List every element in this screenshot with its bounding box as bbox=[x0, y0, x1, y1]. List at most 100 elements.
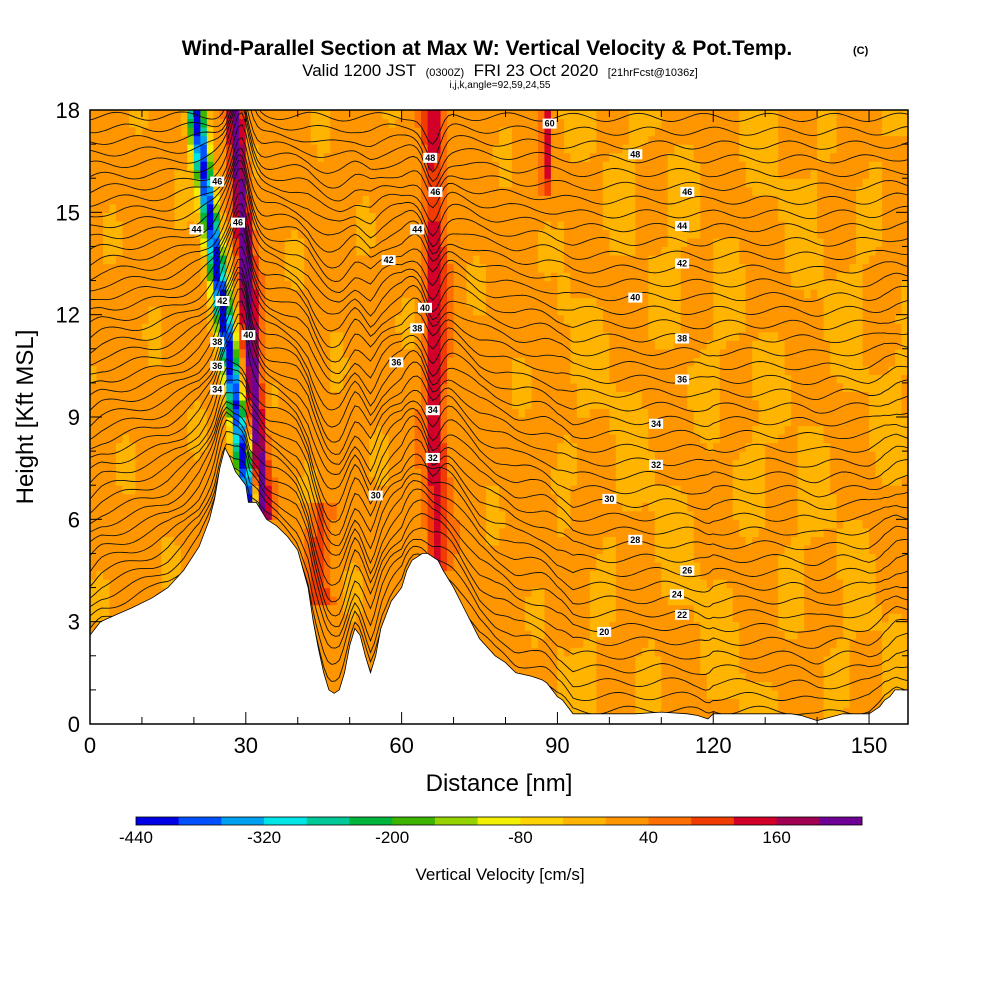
velocity-cell bbox=[414, 169, 422, 179]
velocity-cell bbox=[336, 587, 344, 597]
velocity-cell bbox=[96, 434, 104, 444]
velocity-cell bbox=[421, 493, 429, 503]
velocity-cell bbox=[518, 536, 526, 546]
velocity-cell bbox=[330, 280, 338, 290]
velocity-cell bbox=[531, 570, 539, 580]
velocity-cell bbox=[343, 135, 351, 145]
velocity-cell bbox=[154, 587, 163, 597]
velocity-cell bbox=[200, 297, 208, 307]
velocity-cell bbox=[511, 519, 520, 529]
velocity-cell bbox=[271, 135, 279, 145]
velocity-cell bbox=[401, 493, 409, 503]
velocity-cell bbox=[466, 263, 474, 273]
velocity-cell bbox=[141, 357, 150, 367]
velocity-cell bbox=[447, 425, 455, 435]
velocity-cell bbox=[193, 519, 201, 529]
velocity-cell bbox=[258, 468, 266, 478]
velocity-cell bbox=[382, 451, 390, 461]
velocity-cell bbox=[128, 374, 137, 384]
velocity-cell bbox=[278, 485, 286, 495]
velocity-cell bbox=[369, 519, 377, 529]
velocity-cell bbox=[492, 459, 500, 469]
velocity-cell bbox=[154, 502, 163, 512]
velocity-cell bbox=[330, 365, 338, 375]
velocity-cell bbox=[96, 348, 104, 358]
velocity-cell bbox=[473, 144, 481, 154]
velocity-cell bbox=[102, 485, 111, 495]
velocity-cell bbox=[90, 621, 98, 631]
velocity-cell bbox=[466, 110, 474, 120]
velocity-cell bbox=[330, 510, 338, 520]
velocity-cell bbox=[434, 152, 442, 162]
velocity-cell bbox=[115, 382, 124, 393]
velocity-cell bbox=[330, 613, 338, 623]
velocity-cell bbox=[174, 152, 182, 162]
velocity-cell bbox=[486, 630, 494, 640]
velocity-cell bbox=[388, 169, 396, 179]
velocity-cell bbox=[128, 587, 137, 597]
velocity-cell bbox=[499, 536, 507, 546]
velocity-cell bbox=[141, 459, 150, 469]
velocity-cell bbox=[362, 647, 370, 657]
velocity-cell bbox=[505, 527, 513, 537]
velocity-cell bbox=[336, 297, 344, 307]
velocity-cell bbox=[330, 425, 338, 435]
velocity-cell bbox=[193, 374, 201, 384]
velocity-cell bbox=[473, 468, 481, 478]
velocity-cell bbox=[226, 374, 234, 384]
velocity-cell bbox=[460, 331, 468, 341]
velocity-cell bbox=[180, 442, 188, 452]
velocity-cell bbox=[174, 536, 182, 546]
velocity-cell bbox=[206, 272, 214, 282]
velocity-cell bbox=[395, 425, 403, 435]
velocity-cell bbox=[414, 519, 422, 529]
velocity-cell bbox=[486, 118, 494, 128]
velocity-cell bbox=[180, 527, 188, 537]
velocity-cell bbox=[343, 220, 351, 230]
velocity-cell bbox=[336, 493, 344, 503]
velocity-cell bbox=[460, 553, 468, 563]
velocity-cell bbox=[115, 331, 124, 341]
velocity-cell bbox=[447, 510, 455, 520]
velocity-cell bbox=[511, 357, 520, 367]
velocity-cell bbox=[531, 110, 539, 120]
velocity-cell bbox=[310, 459, 318, 469]
velocity-cell bbox=[200, 451, 208, 461]
velocity-cell bbox=[128, 442, 137, 452]
velocity-cell bbox=[90, 110, 98, 120]
velocity-cell bbox=[161, 417, 169, 427]
velocity-cell bbox=[531, 118, 539, 128]
velocity-cell bbox=[408, 110, 416, 120]
velocity-cell bbox=[265, 510, 273, 520]
velocity-cell bbox=[323, 476, 331, 486]
velocity-cell bbox=[388, 127, 396, 137]
velocity-cell bbox=[239, 399, 247, 410]
velocity-cell bbox=[109, 323, 117, 333]
velocity-cell bbox=[252, 254, 260, 265]
velocity-cell bbox=[323, 186, 331, 196]
velocity-cell bbox=[193, 365, 201, 375]
velocity-cell bbox=[382, 365, 390, 375]
velocity-cell bbox=[362, 169, 370, 179]
velocity-cell bbox=[518, 331, 526, 341]
velocity-cell bbox=[213, 263, 221, 273]
velocity-cell bbox=[388, 365, 396, 375]
velocity-cell bbox=[180, 561, 188, 572]
velocity-cell bbox=[102, 459, 111, 469]
velocity-cell bbox=[511, 638, 520, 648]
velocity-cell bbox=[336, 289, 344, 299]
velocity-cell bbox=[167, 536, 175, 546]
velocity-cell bbox=[453, 323, 461, 333]
velocity-cell bbox=[453, 493, 461, 503]
velocity-cell bbox=[141, 365, 150, 375]
velocity-cell bbox=[466, 161, 474, 171]
velocity-cell bbox=[174, 391, 182, 401]
velocity-cell bbox=[414, 186, 422, 196]
velocity-cell bbox=[362, 186, 370, 196]
velocity-cell bbox=[265, 220, 273, 230]
velocity-cell bbox=[479, 374, 487, 384]
velocity-cell bbox=[135, 391, 143, 401]
velocity-cell bbox=[460, 254, 468, 265]
velocity-cell bbox=[505, 408, 513, 418]
velocity-cell bbox=[193, 442, 201, 452]
